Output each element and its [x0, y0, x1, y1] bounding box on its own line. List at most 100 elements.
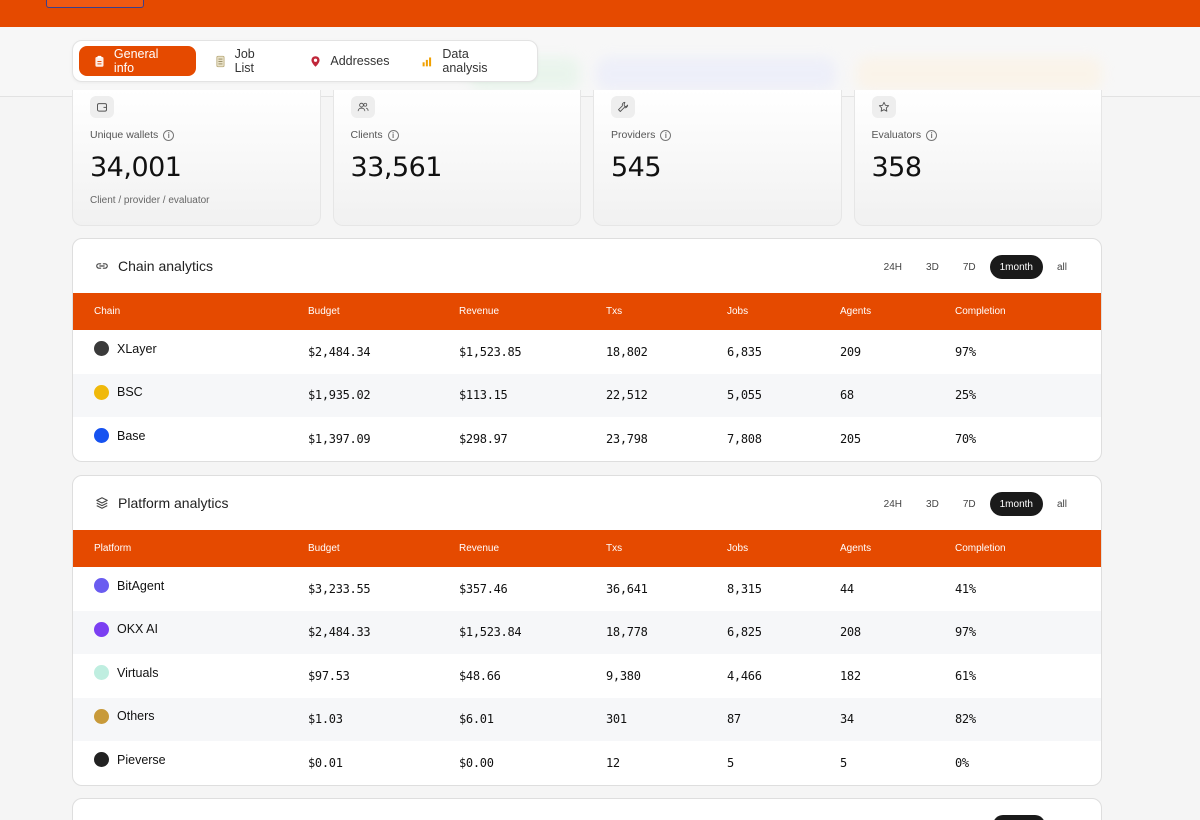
- tab-general-info[interactable]: General info: [79, 46, 196, 76]
- table-row[interactable]: BSC $1,935.02 $113.15 22,512 5,055 68 25%: [73, 373, 1101, 417]
- panel-header: Chain analytics 24H 3D 7D 1month all: [73, 239, 1101, 293]
- row-name: Others: [117, 709, 155, 724]
- column-header[interactable]: Jobs: [727, 306, 749, 317]
- name-cell-content: Virtuals: [94, 665, 308, 681]
- name-cell: OKX AI: [73, 611, 308, 655]
- star-icon: [878, 101, 889, 112]
- decorative-glow: [596, 57, 836, 91]
- jobs-cell: 7,808: [727, 431, 762, 446]
- column-header[interactable]: Revenue: [459, 543, 500, 554]
- info-icon[interactable]: i: [387, 129, 399, 141]
- bitagent-logo-icon: [94, 578, 109, 594]
- stat-label-text: Clients: [350, 129, 383, 141]
- budget-cell: $0.01: [308, 755, 343, 770]
- revenue-cell: $6.01: [459, 712, 494, 727]
- wallet-icon: [97, 103, 107, 112]
- time-range-selector: 24H 3D 7D 1month all: [874, 492, 1077, 516]
- agents-cell: 5: [840, 755, 847, 770]
- stat-value: 34,001: [90, 152, 182, 183]
- txs-cell: 9,380: [606, 668, 641, 683]
- table-row[interactable]: Virtuals $97.53 $48.66 9,380 4,466 182 61%: [73, 654, 1101, 698]
- table-row[interactable]: BitAgent $3,233.55 $357.46 36,641 8,315 44 41%: [73, 567, 1101, 611]
- range-3d[interactable]: 3D: [926, 498, 939, 510]
- completion-cell: 70%: [955, 431, 976, 446]
- stat-subtext: Client / provider / evaluator: [90, 195, 210, 206]
- column-header[interactable]: Chain: [94, 306, 121, 317]
- star-icon-box: [871, 96, 896, 118]
- column-header[interactable]: Completion: [955, 306, 1006, 317]
- others-logo-icon: [94, 708, 109, 724]
- panel-title: Chain analytics: [95, 258, 213, 274]
- tab-addresses[interactable]: Addresses: [295, 46, 403, 76]
- stat-label-text: Unique wallets: [90, 129, 159, 141]
- info-icon[interactable]: i: [163, 129, 175, 141]
- revenue-cell: $113.15: [459, 388, 508, 403]
- name-cell: Others: [73, 698, 308, 742]
- tab-data-analysis[interactable]: Data analysis: [407, 46, 531, 76]
- info-icon[interactable]: i: [926, 129, 938, 141]
- bar-chart-icon: [423, 56, 432, 66]
- range-all[interactable]: all: [1056, 498, 1067, 510]
- table-row[interactable]: XLayer $2,484.34 $1,523.85 18,802 6,835 209 97…: [73, 330, 1101, 374]
- column-header[interactable]: Budget: [308, 306, 340, 317]
- range-1month[interactable]: 1month: [989, 492, 1043, 516]
- panel-header: Platform analytics 24H 3D 7D 1month all: [73, 476, 1101, 530]
- stat-label-text: Evaluators: [871, 129, 922, 141]
- agents-cell: 44: [840, 581, 854, 596]
- budget-cell: $1,397.09: [308, 431, 371, 446]
- top-bar: [0, 0, 1200, 27]
- row-name: Base: [117, 428, 146, 443]
- txs-cell: 301: [606, 712, 627, 727]
- revenue-cell: $1,523.85: [459, 344, 522, 359]
- row-name: Virtuals: [117, 665, 159, 680]
- range-24h[interactable]: 24H: [883, 498, 903, 510]
- tab-job-list[interactable]: Job List: [200, 46, 292, 76]
- range-1month[interactable]: 1month: [989, 255, 1043, 279]
- column-header[interactable]: Completion: [955, 543, 1006, 554]
- wrench-icon-box: [611, 96, 635, 118]
- column-header[interactable]: Txs: [606, 543, 623, 554]
- name-cell-content: Base: [94, 428, 308, 444]
- column-header[interactable]: Revenue: [459, 306, 500, 317]
- range-3d[interactable]: 3D: [926, 261, 939, 273]
- jobs-cell: 8,315: [727, 581, 762, 596]
- table-row[interactable]: OKX AI $2,484.33 $1,523.84 18,778 6,825 208 97…: [73, 610, 1101, 655]
- range-24h[interactable]: 24H: [883, 261, 903, 273]
- column-header[interactable]: Platform: [94, 543, 132, 554]
- txs-cell: 12: [606, 755, 620, 770]
- table-row[interactable]: Base $1,397.09 $298.97 23,798 7,808 205 70%: [73, 417, 1101, 461]
- stat-value: 358: [871, 152, 923, 183]
- column-header[interactable]: Agents: [840, 306, 872, 317]
- table-header-row: Chain Budget Revenue Txs Jobs Agents Com…: [73, 293, 1101, 330]
- revenue-cell: $0.00: [459, 755, 494, 770]
- name-cell-content: Pieverse: [94, 752, 308, 768]
- row-name: OKX AI: [117, 622, 158, 637]
- wrench-icon: [618, 101, 629, 112]
- jobs-cell: 4,466: [727, 668, 762, 683]
- column-header[interactable]: Txs: [606, 306, 623, 317]
- jobs-cell: 5,055: [727, 388, 762, 403]
- virtuals-logo-icon: [94, 665, 109, 681]
- info-icon[interactable]: i: [660, 129, 672, 141]
- row-name: BitAgent: [117, 578, 165, 593]
- map-pin-icon: [311, 55, 320, 67]
- agents-cell: 68: [840, 388, 854, 403]
- header-logo-button[interactable]: [46, 0, 144, 8]
- range-active-pill[interactable]: [993, 815, 1045, 820]
- table-row[interactable]: Pieverse $0.01 $0.00 12 5 5 0%: [73, 741, 1101, 785]
- column-header[interactable]: Agents: [840, 543, 872, 554]
- clipboard-icon: [95, 55, 104, 67]
- txs-cell: 18,778: [606, 625, 648, 640]
- column-header[interactable]: Jobs: [727, 543, 749, 554]
- table-row[interactable]: Others $1.03 $6.01 301 87 34 82%: [73, 697, 1101, 742]
- completion-cell: 25%: [955, 388, 976, 403]
- name-cell: XLayer: [73, 330, 308, 374]
- stat-card-providers: Providers i 545: [593, 90, 842, 226]
- range-all[interactable]: all: [1056, 261, 1067, 273]
- name-cell-content: BSC: [94, 384, 308, 400]
- range-7d[interactable]: 7D: [962, 498, 976, 510]
- column-header[interactable]: Budget: [308, 543, 340, 554]
- completion-cell: 61%: [955, 668, 976, 683]
- range-7d[interactable]: 7D: [962, 261, 976, 273]
- bsc-logo-icon: [94, 384, 109, 400]
